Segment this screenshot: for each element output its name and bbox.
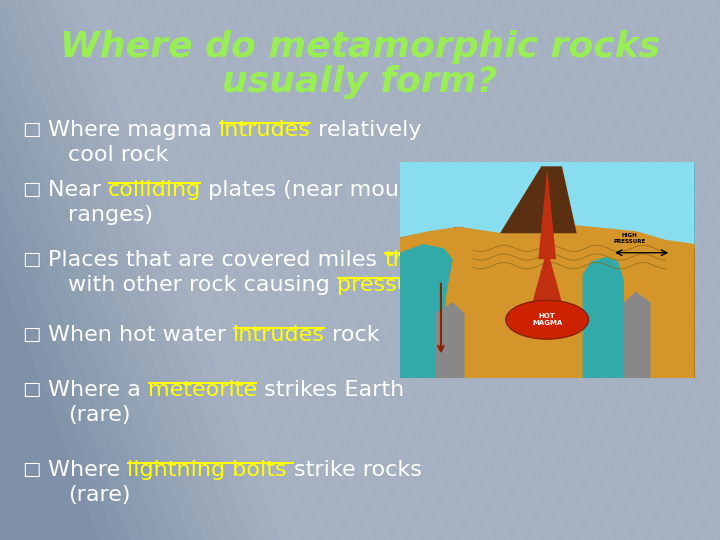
Text: colliding: colliding [108,180,202,200]
Text: with other rock causing: with other rock causing [68,275,337,295]
Text: □: □ [22,460,40,479]
Text: (rare): (rare) [68,405,130,425]
Polygon shape [435,302,464,378]
Polygon shape [529,248,565,324]
Text: lightning bolts: lightning bolts [127,460,294,480]
Text: meteorite: meteorite [148,380,257,400]
Text: strike rocks: strike rocks [294,460,422,480]
Polygon shape [400,244,453,378]
Text: Near: Near [48,180,108,200]
Text: pressure: pressure [337,275,433,295]
Text: Where do metamorphic rocks: Where do metamorphic rocks [60,30,660,64]
Polygon shape [539,168,556,259]
Text: When hot water: When hot water [48,325,233,345]
Ellipse shape [506,300,588,339]
Text: Where: Where [48,460,127,480]
Text: thick: thick [384,250,438,270]
Text: ranges): ranges) [68,205,153,225]
Text: cool rock: cool rock [68,145,168,165]
Polygon shape [624,292,651,378]
Text: HOT
MAGMA: HOT MAGMA [532,313,562,326]
Text: intrudes: intrudes [233,325,325,345]
Text: intrudes: intrudes [219,120,311,140]
Text: Places that are covered miles: Places that are covered miles [48,250,384,270]
Text: □: □ [22,120,40,139]
Text: □: □ [22,180,40,199]
Polygon shape [400,162,695,248]
Text: rock: rock [325,325,379,345]
Text: □: □ [22,325,40,344]
Text: plates (near mountain: plates (near mountain [202,180,456,200]
Text: Where magma: Where magma [48,120,219,140]
Text: relatively: relatively [311,120,421,140]
Polygon shape [500,166,577,233]
Text: □: □ [22,380,40,399]
Text: (rare): (rare) [68,485,130,505]
Text: Where a: Where a [48,380,148,400]
Text: HIGH
PRESSURE: HIGH PRESSURE [613,233,646,244]
Polygon shape [582,257,624,378]
Text: usually form?: usually form? [222,65,498,99]
Polygon shape [400,222,695,378]
Text: strikes Earth: strikes Earth [257,380,405,400]
Text: □: □ [22,250,40,269]
